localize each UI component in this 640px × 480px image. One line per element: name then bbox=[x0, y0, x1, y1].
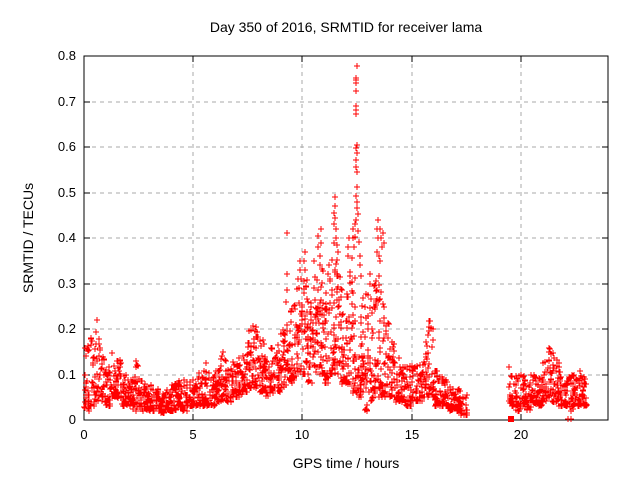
x-tick-label: 15 bbox=[404, 427, 420, 442]
x-tick-label: 0 bbox=[80, 427, 88, 442]
x-tick-label: 10 bbox=[294, 427, 310, 442]
y-tick-label: 0.4 bbox=[57, 230, 76, 245]
y-tick-label: 0.5 bbox=[57, 185, 76, 200]
x-tick-label: 5 bbox=[189, 427, 197, 442]
data-points bbox=[81, 63, 590, 422]
y-tick-label: 0 bbox=[68, 412, 76, 427]
grid-lines bbox=[84, 56, 608, 420]
y-tick-label: 0.8 bbox=[57, 48, 76, 63]
zero-square-marker bbox=[508, 416, 514, 422]
y-tick-label: 0.7 bbox=[57, 94, 76, 109]
y-tick-label: 0.3 bbox=[57, 276, 76, 291]
plot-frame bbox=[83, 55, 609, 421]
y-tick-label: 0.6 bbox=[57, 139, 76, 154]
chart-title: Day 350 of 2016, SRMTID for receiver lam… bbox=[209, 19, 483, 35]
y-tick-label: 0.2 bbox=[57, 321, 76, 336]
y-tick-label: 0.1 bbox=[57, 367, 76, 382]
x-axis-label: GPS time / hours bbox=[292, 455, 400, 471]
x-tick-label: 20 bbox=[513, 427, 529, 442]
